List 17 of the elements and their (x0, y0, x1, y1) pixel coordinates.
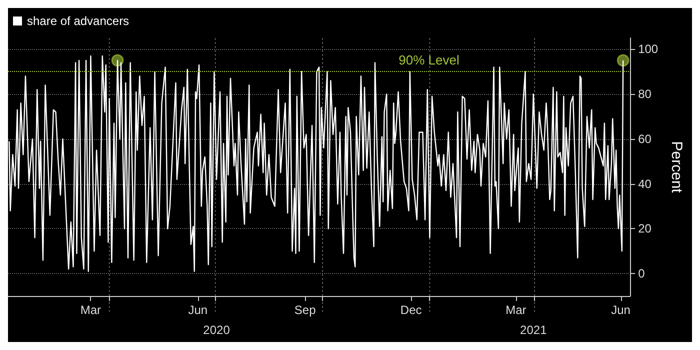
y-tick-label: 20 (638, 222, 652, 236)
y-tick-label: 40 (638, 176, 652, 191)
x2-tick-label: 2021 (520, 323, 548, 337)
x-tick-label: Dec (400, 303, 422, 317)
x-tick-label: Mar (80, 303, 102, 317)
y-tick-label: 80 (638, 87, 652, 102)
y-tick-label: 60 (638, 132, 652, 146)
x-tick-label: Jun (611, 303, 630, 317)
x-tick-label: Mar (506, 303, 526, 317)
x-tick-label: Jun (188, 303, 208, 317)
legend-label: share of advancers (27, 14, 130, 28)
y-axis-title: Percent (668, 141, 685, 194)
ref-line-label: 90% Level (398, 52, 460, 68)
y-tick-label: 100 (638, 42, 658, 56)
y-tick-label: 0 (638, 266, 646, 281)
x-tick-label: Sep (294, 303, 316, 317)
x2-tick-label: 2020 (203, 323, 230, 337)
